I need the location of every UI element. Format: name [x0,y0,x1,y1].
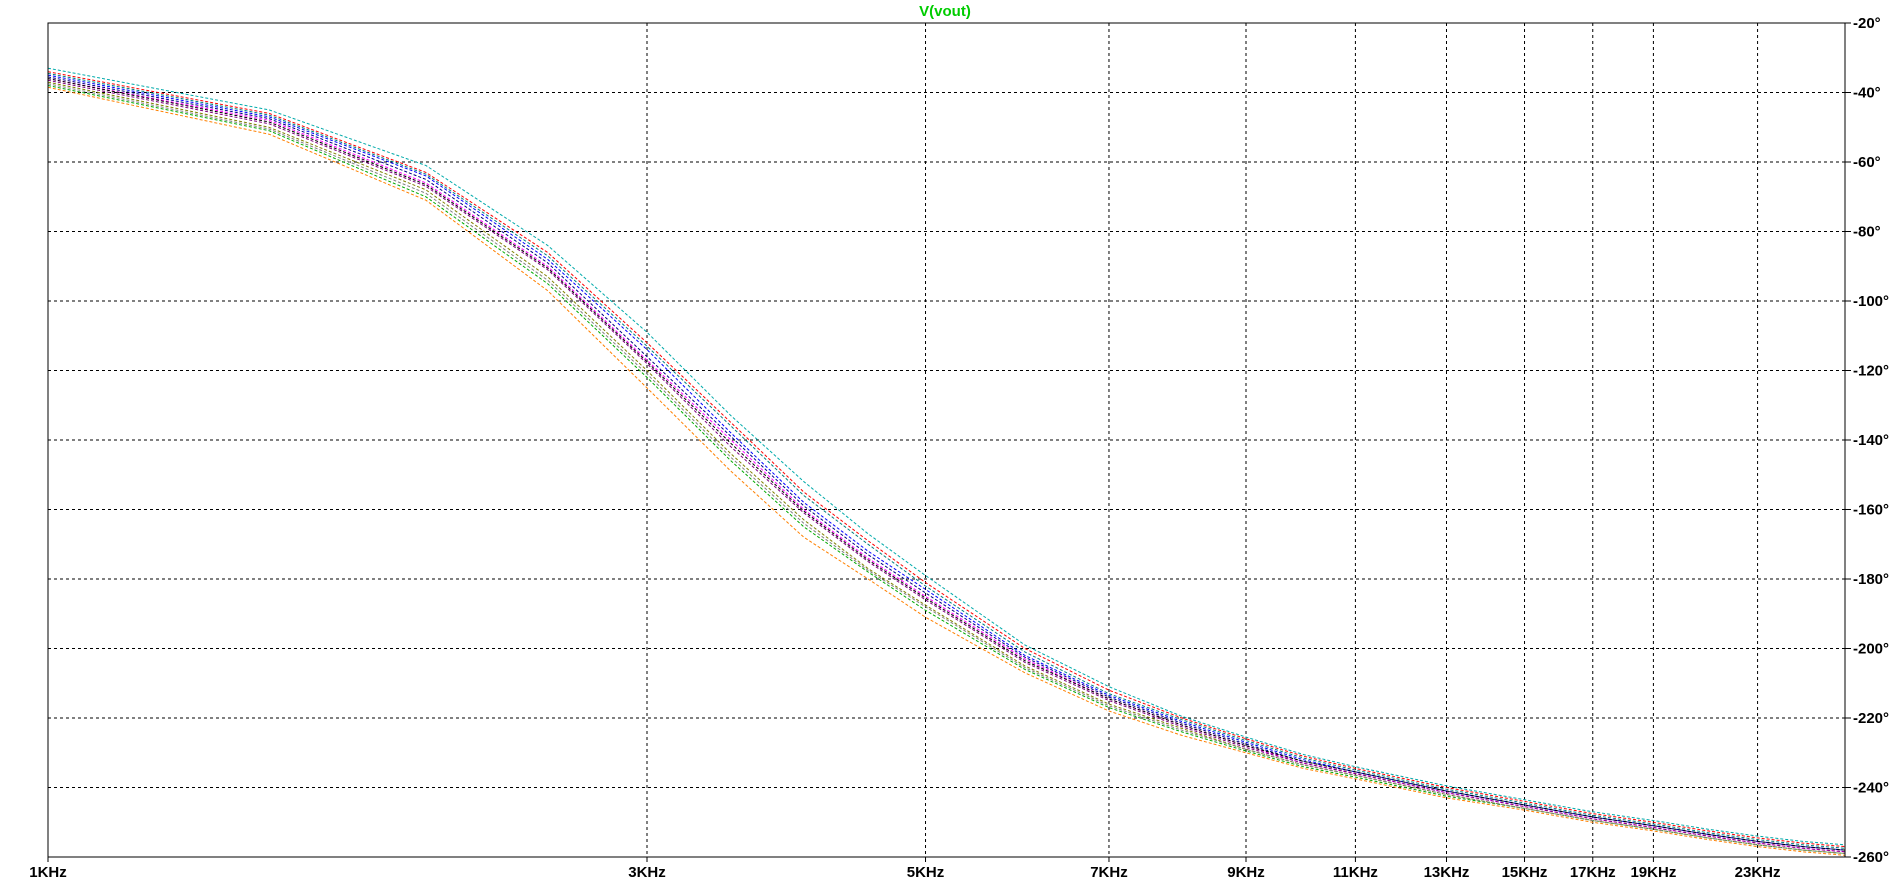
x-tick-label: 23KHz [1735,864,1781,881]
y-tick-label: -120° [1853,363,1889,380]
x-tick-label: 11KHz [1333,864,1378,881]
y-tick-label: -40° [1853,85,1881,102]
x-tick-label: 1KHz [29,864,67,881]
y-axis-ticks: -20° -40° -60° -80° -100° -120° -140° -160° -180… [1845,15,1889,866]
y-tick-label: -160° [1853,502,1889,519]
series-line-4 [47,78,1846,853]
y-tick-label: -240° [1853,780,1889,797]
x-tick-label: 7KHz [1090,864,1128,881]
series-line-3 [47,85,1846,854]
series-line-5 [47,67,1846,846]
series-line-1 [47,71,1846,848]
x-axis-ticks: 1KHz 3KHz 5KHz 7KHz 9KHz 11KHz 13KHz 15KHz 17KHz… [29,857,1781,881]
series-line-10 [47,72,1846,849]
y-tick-label: -20° [1853,15,1881,32]
x-tick-label: 9KHz [1227,864,1265,881]
series-line-11 [47,83,1846,854]
x-tick-label: 17KHz [1570,864,1616,881]
y-tick-label: -100° [1853,293,1889,310]
x-tick-label: 3KHz [628,864,666,881]
plot-frame [47,22,1846,858]
x-tick-label: 13KHz [1424,864,1470,881]
chart-title: V(vout) [919,3,971,20]
y-tick-label: -220° [1853,710,1889,727]
series-line-6 [47,76,1846,851]
series-line-8 [47,79,1846,853]
y-tick-label: -200° [1853,641,1889,658]
series-line-9 [47,86,1846,856]
x-tick-label: 19KHz [1630,864,1676,881]
x-tick-label: 15KHz [1502,864,1548,881]
series-line-2 [47,74,1846,851]
y-tick-label: -180° [1853,571,1889,588]
series-group [47,67,1846,856]
series-line-7 [47,81,1846,854]
y-tick-label: -140° [1853,432,1889,449]
series-line-12 [47,78,1846,851]
y-tick-label: -60° [1853,154,1881,171]
y-tick-label: -260° [1853,849,1889,866]
x-tick-label: 5KHz [907,864,945,881]
grid [48,23,1845,857]
y-tick-label: -80° [1853,224,1881,241]
